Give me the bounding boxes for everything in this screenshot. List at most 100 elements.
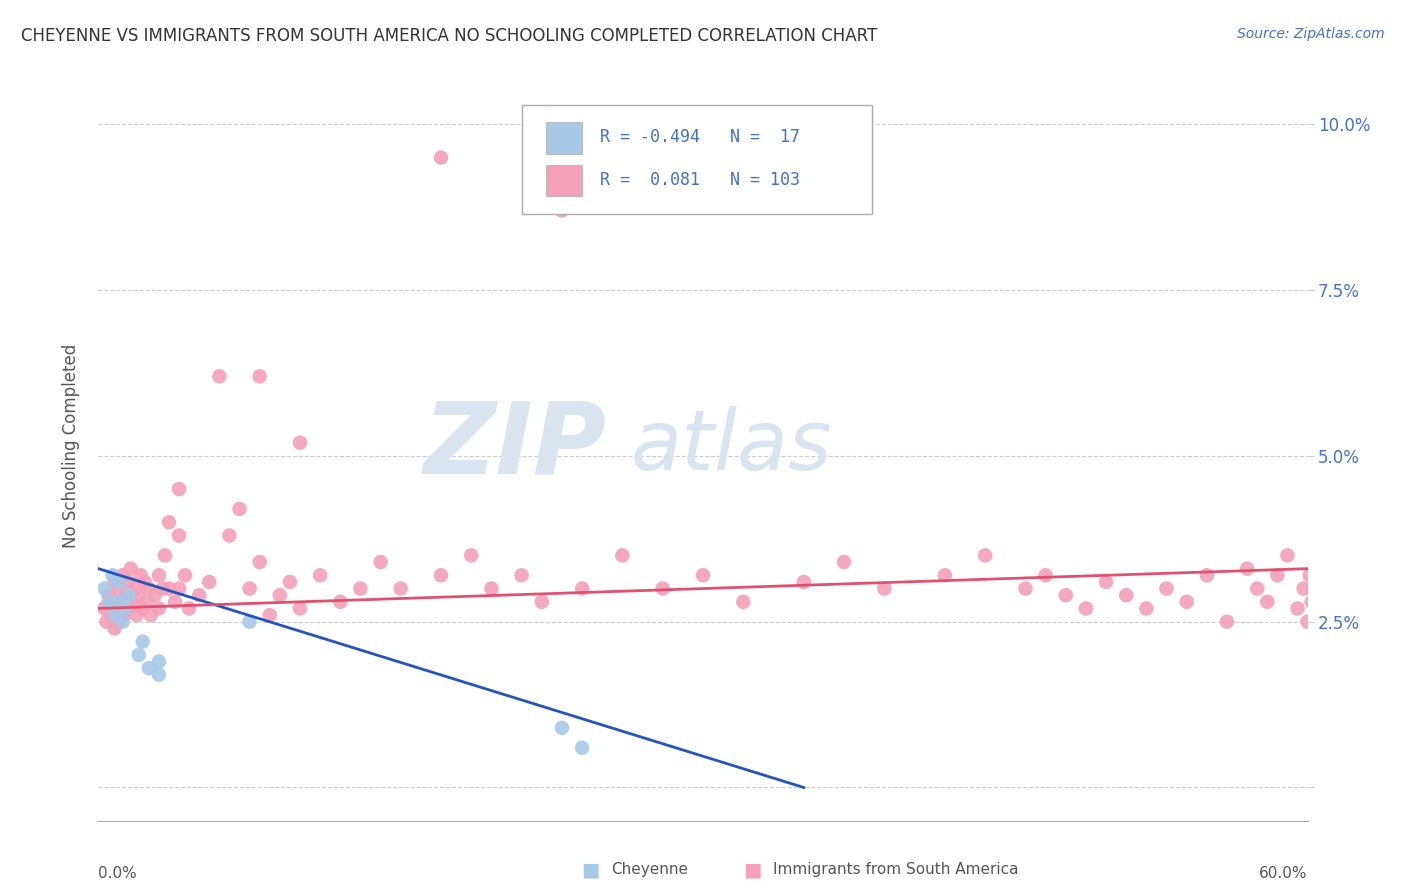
Point (93, 601, 115, 615)
Point (651, 582, 673, 596)
Point (218, 528, 240, 542)
Point (129, 568, 152, 582)
Point (259, 608, 281, 623)
Point (179, 601, 201, 615)
Text: ZIP: ZIP (423, 398, 606, 494)
Point (132, 634, 155, 648)
Point (239, 582, 262, 596)
Point (97, 595, 120, 609)
Point (571, 582, 593, 596)
Bar (546, 165, 582, 196)
Point (118, 574, 141, 589)
Text: R = -0.494   N =  17: R = -0.494 N = 17 (600, 128, 800, 146)
Point (1316, 582, 1339, 596)
Point (430, 151, 453, 165)
Point (1216, 615, 1239, 629)
Point (174, 568, 197, 582)
Point (1301, 595, 1323, 609)
Point (97, 588, 120, 602)
Point (430, 568, 453, 582)
Point (121, 595, 143, 609)
Point (103, 608, 125, 623)
Point (1337, 615, 1360, 629)
Y-axis label: No Schooling Completed: No Schooling Completed (62, 344, 80, 548)
Text: 60.0%: 60.0% (1260, 865, 1308, 880)
Point (692, 568, 714, 582)
Point (1296, 615, 1319, 629)
Point (135, 595, 157, 609)
Text: Source: ZipAtlas.com: Source: ZipAtlas.com (1237, 27, 1385, 41)
Point (249, 555, 271, 569)
Point (1306, 562, 1329, 576)
Point (198, 574, 221, 589)
Point (612, 549, 634, 563)
Point (107, 582, 129, 596)
Point (124, 582, 146, 596)
Text: ■: ■ (581, 860, 600, 880)
Point (100, 608, 122, 623)
Point (125, 608, 148, 623)
Point (460, 549, 482, 563)
Point (1074, 601, 1097, 615)
Point (148, 655, 170, 669)
Point (118, 588, 141, 602)
Point (111, 615, 134, 629)
Point (349, 582, 371, 596)
Text: Cheyenne: Cheyenne (612, 863, 689, 877)
Point (93, 582, 115, 596)
Point (103, 574, 125, 589)
Point (1327, 568, 1350, 582)
Point (1195, 568, 1218, 582)
Point (974, 549, 997, 563)
Point (481, 582, 503, 596)
FancyBboxPatch shape (522, 105, 872, 214)
Point (551, 721, 574, 735)
Point (1347, 582, 1369, 596)
Point (153, 549, 176, 563)
Point (1320, 595, 1343, 609)
Point (148, 568, 170, 582)
Point (167, 482, 190, 496)
Point (188, 588, 211, 602)
Point (1310, 601, 1333, 615)
Point (110, 595, 132, 609)
Point (157, 515, 180, 529)
Point (370, 555, 392, 569)
Point (239, 615, 262, 629)
Point (120, 562, 142, 576)
Point (228, 502, 250, 516)
Point (1014, 582, 1036, 596)
Point (1286, 601, 1309, 615)
Point (1035, 568, 1057, 582)
Point (1357, 595, 1379, 609)
Point (138, 661, 160, 675)
Point (148, 601, 170, 615)
Point (132, 601, 155, 615)
Point (1115, 588, 1137, 602)
Point (571, 740, 593, 755)
Point (138, 582, 160, 596)
Point (1292, 582, 1315, 596)
Point (103, 621, 125, 635)
Text: CHEYENNE VS IMMIGRANTS FROM SOUTH AMERICA NO SCHOOLING COMPLETED CORRELATION CHA: CHEYENNE VS IMMIGRANTS FROM SOUTH AMERIC… (21, 27, 877, 45)
Point (107, 574, 129, 589)
Point (105, 601, 128, 615)
Point (128, 648, 150, 662)
Point (288, 601, 311, 615)
Point (143, 588, 166, 602)
Point (118, 601, 141, 615)
Point (1256, 595, 1278, 609)
Point (793, 574, 815, 589)
Point (208, 369, 231, 384)
Point (1298, 568, 1320, 582)
Text: ■: ■ (742, 860, 762, 880)
Point (114, 601, 136, 615)
Point (114, 608, 136, 623)
Point (288, 435, 311, 450)
Point (1333, 601, 1355, 615)
Point (1095, 574, 1118, 589)
Point (551, 203, 574, 218)
Text: R =  0.081   N = 103: R = 0.081 N = 103 (600, 171, 800, 189)
Point (148, 667, 170, 681)
Point (1246, 582, 1268, 596)
